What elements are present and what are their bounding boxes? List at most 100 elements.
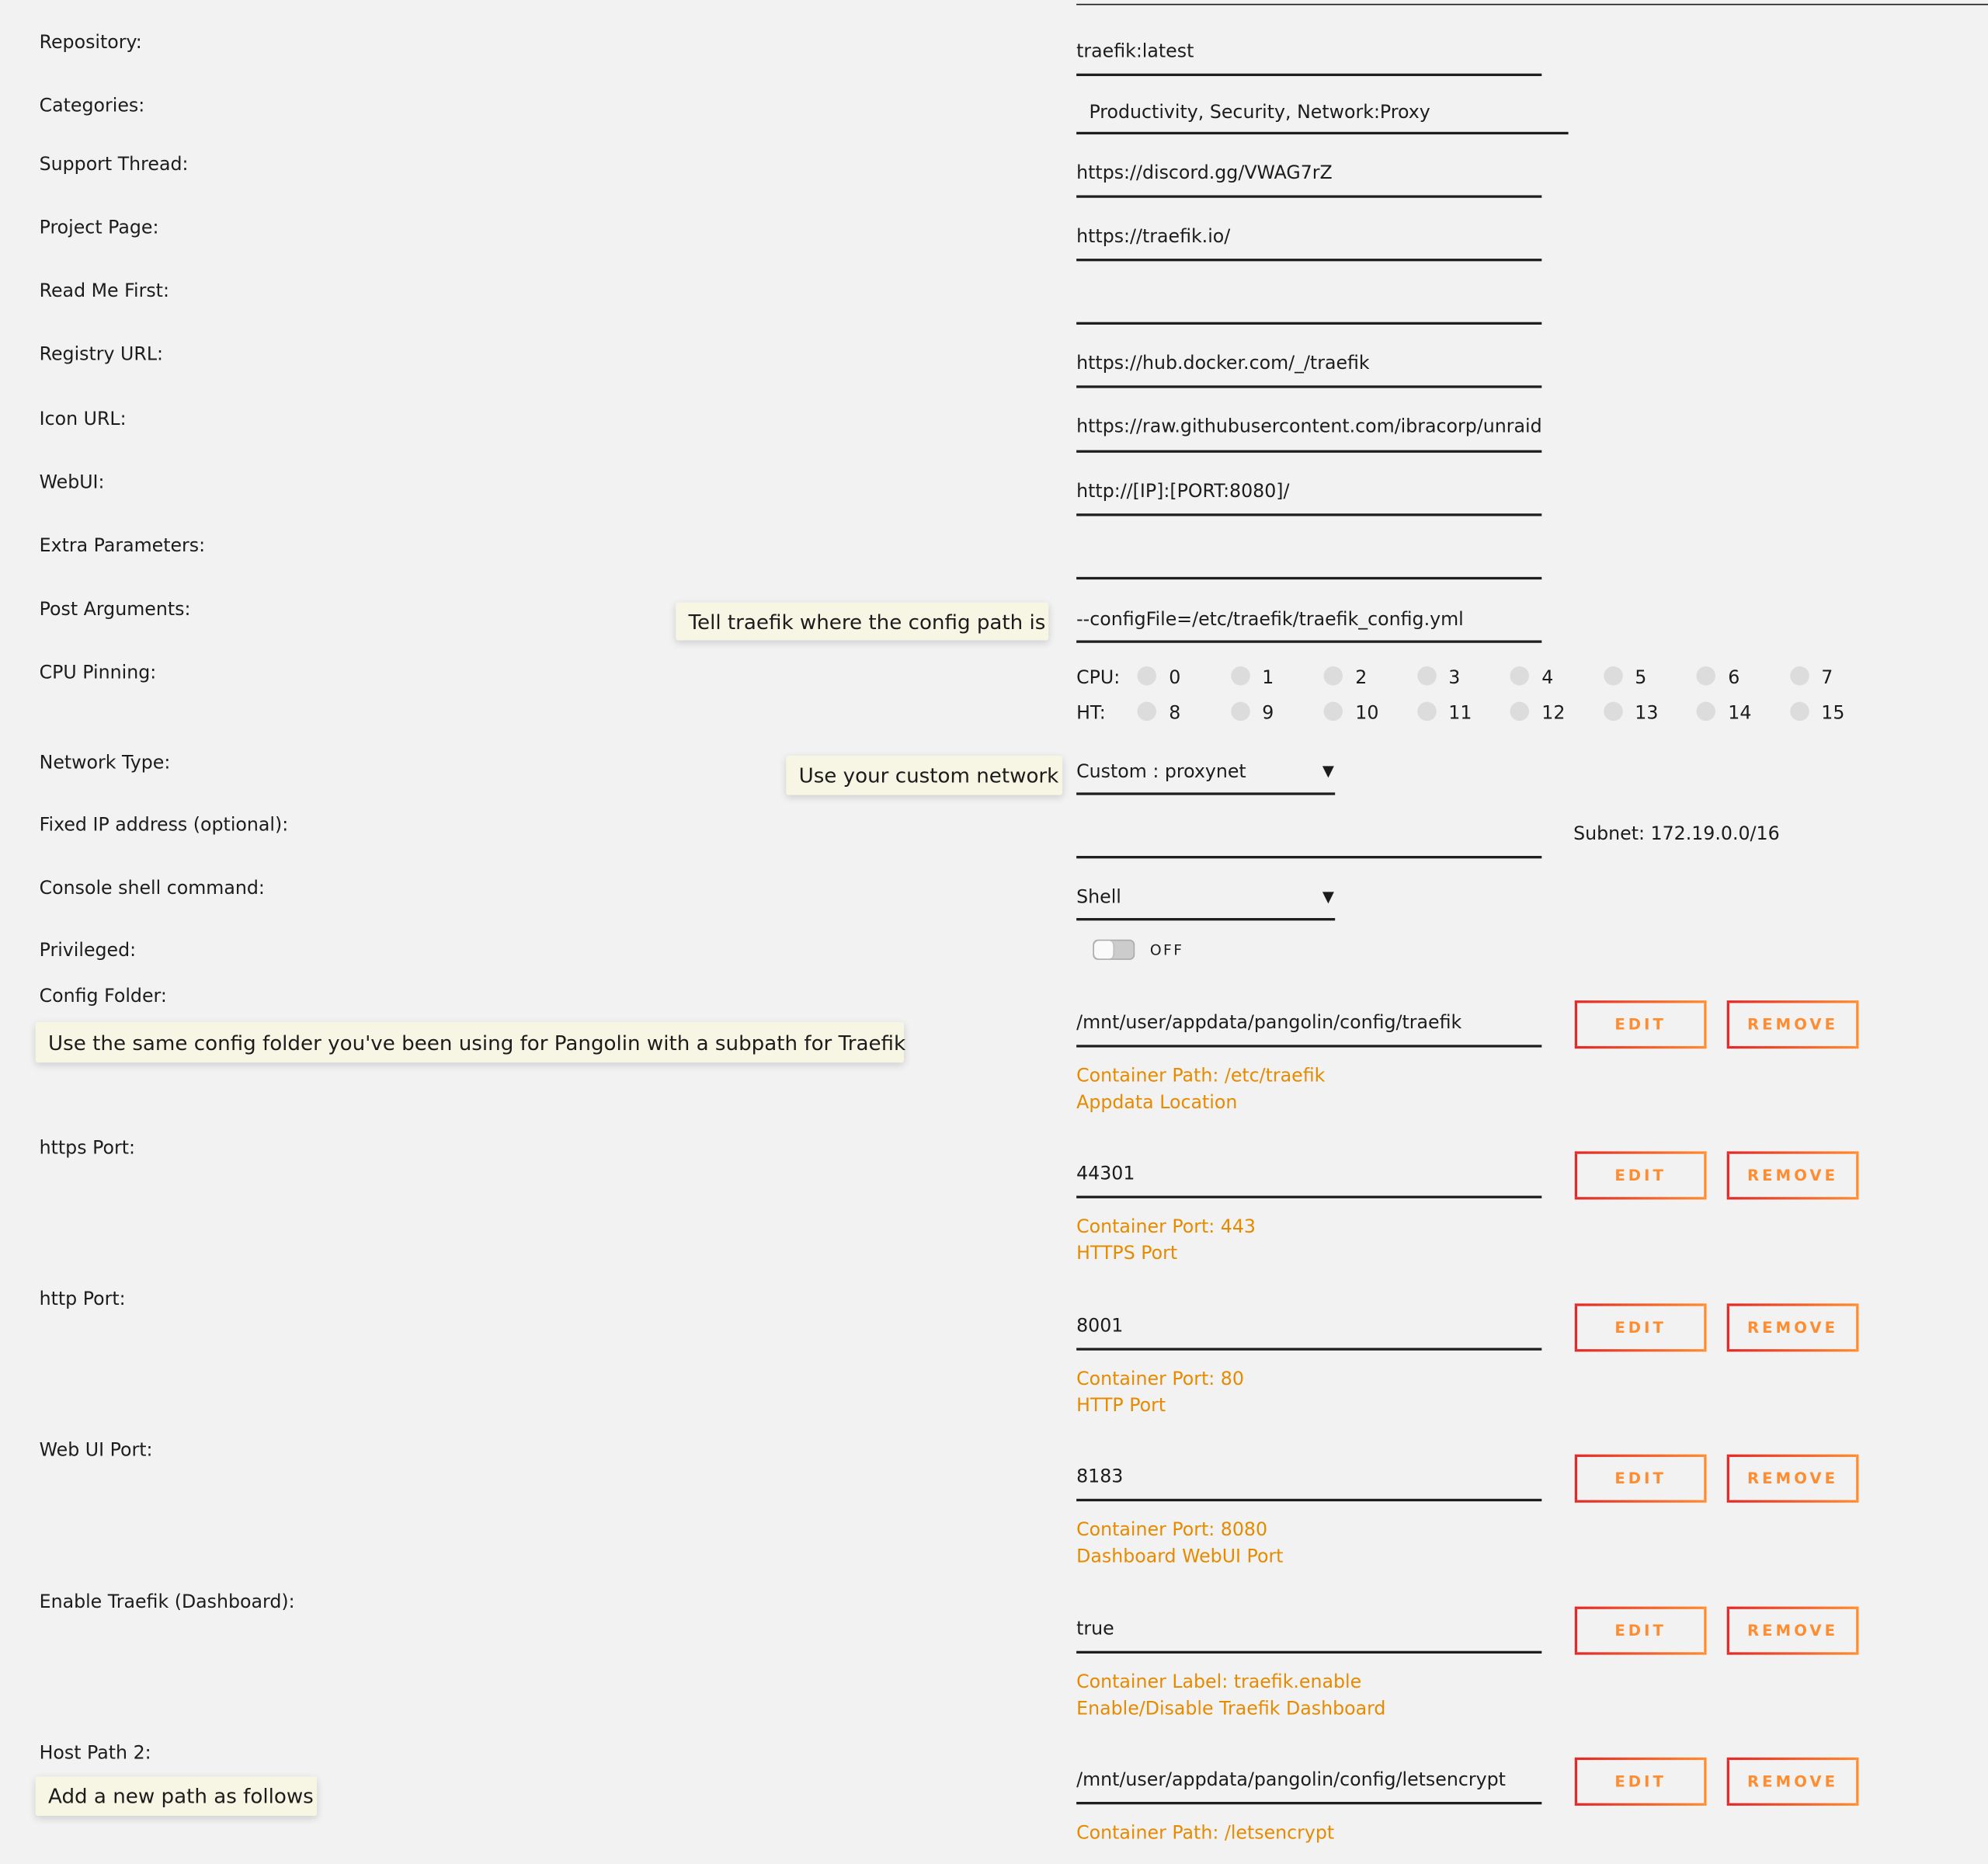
config-label: Web UI Port: <box>39 1440 153 1461</box>
cpu-pinning-label: CPU Pinning: <box>39 662 157 683</box>
cpu-core-checkbox[interactable] <box>1696 701 1715 722</box>
cpu-core-checkbox[interactable] <box>1789 701 1809 722</box>
config-value-input[interactable]: true <box>1076 1619 1114 1640</box>
config-label: https Port: <box>39 1139 135 1160</box>
cpu-core-checkbox[interactable] <box>1323 701 1343 722</box>
remove-button[interactable]: REMOVE <box>1726 1151 1859 1200</box>
cpu-core-checkbox[interactable] <box>1137 666 1156 686</box>
console-shell-select[interactable]: Shell <box>1076 887 1121 908</box>
input-underline <box>1076 131 1569 135</box>
cpu-core-label: 2 <box>1355 668 1368 689</box>
cpu-core-label: 3 <box>1448 668 1461 689</box>
cpu-core-checkbox[interactable] <box>1416 701 1436 722</box>
cpu-core-checkbox[interactable] <box>1416 666 1436 686</box>
field-input[interactable]: Productivity, Security, Network:Proxy <box>1089 103 1430 123</box>
input-underline <box>1076 450 1542 453</box>
cpu-core-checkbox[interactable] <box>1510 666 1529 686</box>
cpu-core-label: 9 <box>1262 704 1274 725</box>
remove-button[interactable]: REMOVE <box>1726 1757 1859 1806</box>
edit-button[interactable]: EDIT <box>1574 1757 1707 1806</box>
cpu-core-checkbox[interactable] <box>1230 701 1249 722</box>
divider <box>1076 3 1988 5</box>
cpu-core-label: 8 <box>1169 704 1181 725</box>
field-input[interactable]: https://traefik.io/ <box>1076 227 1231 248</box>
edit-button[interactable]: EDIT <box>1574 1454 1707 1503</box>
edit-button[interactable]: EDIT <box>1574 1303 1707 1352</box>
field-input[interactable]: --configFile=/etc/traefik/traefik_config… <box>1076 610 1464 631</box>
config-description: Container Path: /letsencrypt <box>1076 1823 1335 1844</box>
dropdown-arrow-icon[interactable]: ▼ <box>1322 762 1334 781</box>
fixed-ip-input[interactable] <box>1076 823 1541 846</box>
fixed-ip-label: Fixed IP address (optional): <box>39 815 289 836</box>
config-value-input[interactable]: 44301 <box>1076 1163 1135 1184</box>
dropdown-arrow-icon[interactable]: ▼ <box>1322 887 1334 906</box>
edit-button[interactable]: EDIT <box>1574 1000 1707 1049</box>
annotation-tooltip: Use your custom network <box>786 756 1063 795</box>
edit-button[interactable]: EDIT <box>1574 1606 1707 1655</box>
cpu-core-checkbox[interactable] <box>1230 666 1249 686</box>
annotation-tooltip: Use the same config folder you've been u… <box>35 1021 905 1063</box>
input-underline <box>1076 1650 1542 1654</box>
cpu-core-label: 12 <box>1541 704 1566 725</box>
cpu-core-label: 5 <box>1635 668 1647 689</box>
privileged-toggle[interactable] <box>1093 939 1135 960</box>
config-description: Container Port: 80 <box>1076 1369 1244 1390</box>
config-label: Host Path 2: <box>39 1743 151 1765</box>
cpu-core-checkbox[interactable] <box>1137 701 1156 722</box>
select-underline <box>1076 792 1336 795</box>
cpu-core-label: 6 <box>1728 668 1740 689</box>
network-type-select[interactable]: Custom : proxynet <box>1076 762 1246 783</box>
cpu-core-label: 1 <box>1262 668 1274 689</box>
field-label: Support Thread: <box>39 155 189 176</box>
select-underline <box>1076 918 1336 921</box>
field-label: Categories: <box>39 96 145 117</box>
input-underline <box>1076 73 1542 76</box>
privileged-label: Privileged: <box>39 941 137 962</box>
config-value-input[interactable]: /mnt/user/appdata/pangolin/config/letsen… <box>1076 1770 1506 1791</box>
cpu-core-checkbox[interactable] <box>1323 666 1343 686</box>
edit-button[interactable]: EDIT <box>1574 1151 1707 1200</box>
input-underline <box>1076 195 1542 198</box>
field-input[interactable]: traefik:latest <box>1076 41 1194 62</box>
remove-button[interactable]: REMOVE <box>1726 1454 1859 1503</box>
remove-button[interactable]: REMOVE <box>1726 1606 1859 1655</box>
toggle-knob <box>1093 941 1115 959</box>
remove-button[interactable]: REMOVE <box>1726 1000 1859 1049</box>
cpu-core-checkbox[interactable] <box>1696 666 1715 686</box>
config-label: http Port: <box>39 1289 126 1310</box>
subnet-text: Subnet: 172.19.0.0/16 <box>1573 824 1780 845</box>
input-underline <box>1076 385 1542 388</box>
config-description: HTTPS Port <box>1076 1243 1178 1264</box>
config-description: Container Path: /etc/traefik <box>1076 1066 1326 1087</box>
input-underline <box>1076 576 1542 580</box>
cpu-core-checkbox[interactable] <box>1603 666 1622 686</box>
config-description: Container Port: 8080 <box>1076 1520 1268 1541</box>
input-underline <box>1076 1045 1542 1048</box>
input-underline <box>1076 1498 1542 1502</box>
network-type-label: Network Type: <box>39 753 171 774</box>
remove-button[interactable]: REMOVE <box>1726 1303 1859 1352</box>
field-input[interactable]: https://discord.gg/VWAG7rZ <box>1076 163 1333 184</box>
field-input[interactable]: https://raw.githubusercontent.com/ibraco… <box>1076 417 1542 438</box>
input-underline <box>1076 640 1542 643</box>
field-input[interactable]: https://hub.docker.com/_/traefik <box>1076 353 1370 374</box>
cpu-core-checkbox[interactable] <box>1510 701 1529 722</box>
field-input[interactable]: http://[IP]:[PORT:8080]/ <box>1076 482 1290 503</box>
privileged-state: OFF <box>1149 941 1184 959</box>
input-underline <box>1076 259 1542 262</box>
config-value-input[interactable]: 8001 <box>1076 1316 1124 1337</box>
input-underline <box>1076 1801 1542 1805</box>
config-label: Enable Traefik (Dashboard): <box>39 1592 295 1613</box>
config-description: HTTP Port <box>1076 1396 1166 1417</box>
field-label: Registry URL: <box>39 345 163 366</box>
config-value-input[interactable]: 8183 <box>1076 1466 1124 1488</box>
input-underline <box>1076 1195 1542 1198</box>
config-value-input[interactable]: /mnt/user/appdata/pangolin/config/traefi… <box>1076 1013 1462 1034</box>
annotation-tooltip: Tell traefik where the config path is <box>676 602 1049 641</box>
cpu-core-label: 13 <box>1635 704 1659 725</box>
config-description: Dashboard WebUI Port <box>1076 1546 1284 1567</box>
cpu-core-checkbox[interactable] <box>1789 666 1809 686</box>
config-description: Appdata Location <box>1076 1093 1238 1114</box>
cpu-core-checkbox[interactable] <box>1603 701 1622 722</box>
